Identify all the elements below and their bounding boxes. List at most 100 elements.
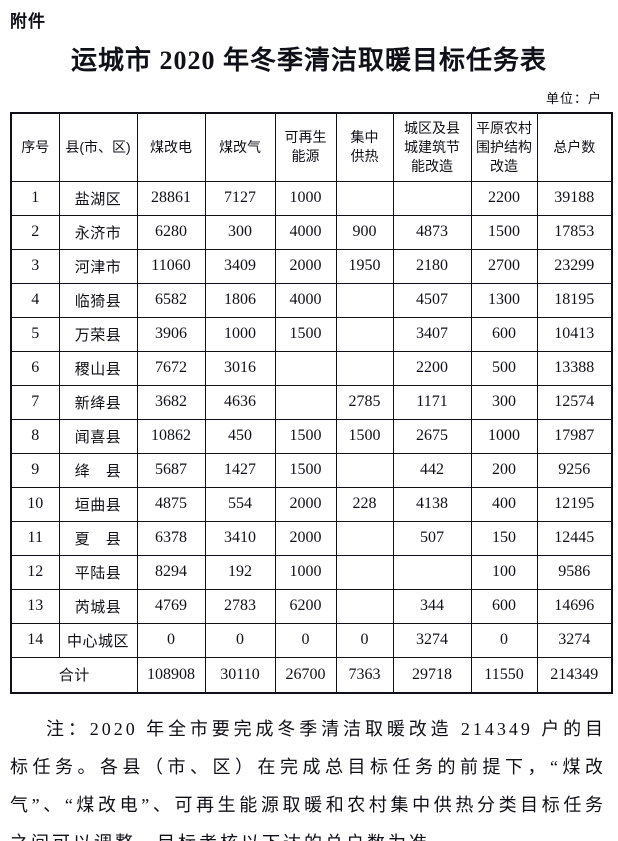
table-cell: 13388 (536, 350, 613, 386)
table-cell: 18195 (536, 282, 613, 318)
table-cell: 11060 (136, 248, 206, 284)
table-cell: 8 (10, 418, 60, 454)
table-cell: 4875 (136, 486, 206, 522)
table-cell: 0 (335, 622, 394, 658)
column-header-index: 序号 (10, 112, 60, 182)
table-cell: 平陆县 (58, 554, 138, 590)
table-cell: 万荣县 (58, 316, 138, 352)
table-cell: 1500 (470, 214, 538, 250)
table-cell: 300 (204, 214, 276, 250)
table-cell: 1500 (335, 418, 394, 454)
table-header-row: 序号 县(市、区) 煤改电 煤改气 可再生 能源 集中 供热 城区及县 城建筑节… (10, 112, 613, 182)
table-cell: 100 (470, 554, 538, 590)
table-row: 1 盐湖区 28861 7127 1000 2200 39188 (10, 180, 613, 216)
table-cell: 400 (470, 486, 538, 522)
table-cell: 1300 (470, 282, 538, 318)
table-cell (335, 554, 394, 590)
table-cell: 5 (10, 316, 60, 352)
table-cell: 1806 (204, 282, 276, 318)
table-row: 12 平陆县 8294 192 1000 100 9586 (10, 554, 613, 590)
table-cell: 2783 (204, 588, 276, 624)
table-cell: 2785 (335, 384, 394, 420)
table-row: 4 临猗县 6582 1806 4000 4507 1300 18195 (10, 282, 613, 318)
table-cell: 7672 (136, 350, 206, 386)
table-cell: 6582 (136, 282, 206, 318)
table-cell: 2000 (274, 520, 337, 556)
table-row: 11 夏 县 6378 3410 2000 507 150 12445 (10, 520, 613, 556)
table-cell: 2000 (274, 486, 337, 522)
table-cell: 600 (470, 588, 538, 624)
table-cell (392, 180, 472, 216)
table-cell: 14696 (536, 588, 613, 624)
table-cell: 绛 县 (58, 452, 138, 488)
attachment-label: 附件 (10, 12, 46, 31)
table-cell: 150 (470, 520, 538, 556)
table-cell (335, 180, 394, 216)
total-label-cell: 合计 (10, 656, 138, 694)
table-cell: 0 (136, 622, 206, 658)
table-cell: 344 (392, 588, 472, 624)
table-cell: 300 (470, 384, 538, 420)
table-cell: 1427 (204, 452, 276, 488)
total-cell: 11550 (470, 656, 538, 694)
table-cell: 4769 (136, 588, 206, 624)
table-cell: 228 (335, 486, 394, 522)
table-cell: 39188 (536, 180, 613, 216)
column-header-rural-envelope-retrofit: 平原农村 围护结构 改造 (470, 112, 538, 182)
table-cell: 10862 (136, 418, 206, 454)
table-cell: 1500 (274, 452, 337, 488)
table-cell: 9 (10, 452, 60, 488)
table-cell: 6378 (136, 520, 206, 556)
table-cell: 永济市 (58, 214, 138, 250)
column-header-county: 县(市、区) (58, 112, 138, 182)
column-header-coal-to-gas: 煤改气 (204, 112, 276, 182)
table-cell: 2700 (470, 248, 538, 284)
table-cell: 7 (10, 384, 60, 420)
table-cell: 442 (392, 452, 472, 488)
table-cell: 900 (335, 214, 394, 250)
table-cell: 23299 (536, 248, 613, 284)
table-cell (335, 282, 394, 318)
table-cell: 0 (274, 622, 337, 658)
table-cell (335, 588, 394, 624)
table-cell: 2675 (392, 418, 472, 454)
table-cell: 17853 (536, 214, 613, 250)
table-cell: 4 (10, 282, 60, 318)
total-row: 合计 108908 30110 26700 7363 29718 11550 2… (10, 656, 613, 694)
table-cell: 507 (392, 520, 472, 556)
table-cell: 稷山县 (58, 350, 138, 386)
table-cell: 盐湖区 (58, 180, 138, 216)
table-cell: 1000 (274, 554, 337, 590)
table-cell: 4507 (392, 282, 472, 318)
table-cell: 14 (10, 622, 60, 658)
table-row: 8 闻喜县 10862 450 1500 1500 2675 1000 1798… (10, 418, 613, 454)
table-cell: 3409 (204, 248, 276, 284)
table-cell: 新绛县 (58, 384, 138, 420)
table-cell: 2200 (470, 180, 538, 216)
column-header-total-households: 总户数 (536, 112, 613, 182)
table-cell: 0 (470, 622, 538, 658)
table-cell (335, 520, 394, 556)
footnote: 注：2020 年全市要完成冬季清洁取暖改造 214349 户的目标任务。各县（市… (10, 719, 606, 841)
table-cell: 1950 (335, 248, 394, 284)
table-cell: 12 (10, 554, 60, 590)
table-cell: 3274 (536, 622, 613, 658)
table-cell: 4000 (274, 214, 337, 250)
table-row: 13 芮城县 4769 2783 6200 344 600 14696 (10, 588, 613, 624)
table-cell: 9256 (536, 452, 613, 488)
table-cell: 10413 (536, 316, 613, 352)
table-cell: 10 (10, 486, 60, 522)
table-row: 9 绛 县 5687 1427 1500 442 200 9256 (10, 452, 613, 488)
table-cell: 6200 (274, 588, 337, 624)
table-cell: 11 (10, 520, 60, 556)
table-cell (274, 350, 337, 386)
table-cell: 12445 (536, 520, 613, 556)
table-cell: 4138 (392, 486, 472, 522)
table-cell: 4000 (274, 282, 337, 318)
table-cell: 8294 (136, 554, 206, 590)
table-row: 7 新绛县 3682 4636 2785 1171 300 12574 (10, 384, 613, 420)
table-cell: 200 (470, 452, 538, 488)
table-cell: 3274 (392, 622, 472, 658)
table-cell: 2000 (274, 248, 337, 284)
